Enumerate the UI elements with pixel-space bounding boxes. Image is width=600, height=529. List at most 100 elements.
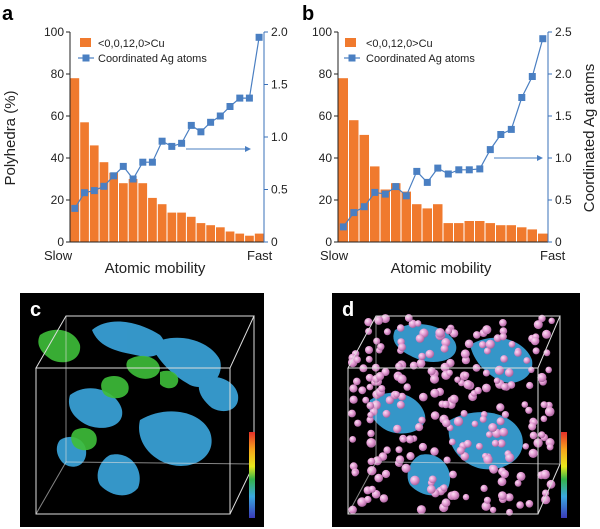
ag-atom-sphere [395, 455, 405, 464]
ag-atom-sphere [546, 443, 554, 451]
line-marker [360, 203, 368, 211]
ag-atom-sphere [378, 385, 386, 393]
ag-atom-sphere [499, 327, 508, 335]
y-right-tick-label: 2.5 [555, 25, 572, 39]
ag-atom-sphere [538, 431, 546, 439]
ag-atom-sphere [496, 417, 505, 426]
y-axis-right-title: Coordinated Ag atoms [581, 64, 598, 212]
ag-atom-sphere [445, 327, 452, 335]
y-tick-label: 0 [57, 235, 64, 249]
ag-atom-sphere [395, 362, 403, 371]
bar [422, 208, 432, 242]
ag-atom-sphere [358, 386, 367, 395]
y-tick-label: 100 [312, 25, 332, 39]
line-marker [197, 128, 205, 136]
line-marker [518, 94, 526, 101]
x-start-label: Slow [320, 248, 349, 263]
ag-atom-sphere [426, 485, 436, 494]
legend-line-label: Coordinated Ag atoms [366, 53, 475, 65]
ag-atom-sphere [351, 470, 359, 477]
ag-atom-sphere [548, 317, 555, 324]
ag-atom-sphere [443, 456, 451, 464]
panel-letter-a: a [2, 3, 14, 25]
ag-atom-sphere [382, 409, 391, 418]
line-marker [158, 137, 166, 145]
ag-atom-sphere [460, 349, 470, 359]
y-tick-label: 20 [51, 193, 65, 207]
ag-atom-sphere [449, 329, 459, 338]
y-axis-title: Polyhedra (%) [2, 90, 19, 185]
ag-atom-sphere [383, 328, 391, 336]
ag-atom-sphere [441, 338, 451, 347]
bar [109, 172, 118, 242]
y-tick-label: 80 [319, 67, 333, 81]
panel-letter-c: c [30, 299, 41, 321]
y-right-tick-label: 0.5 [555, 193, 572, 207]
ag-atom-sphere [383, 446, 391, 454]
ag-atom-sphere [475, 442, 483, 450]
legend-bar-label: <0,0,12,0>Cu [366, 38, 433, 50]
ag-atom-sphere [463, 380, 473, 390]
bar [70, 78, 80, 242]
ag-atom-sphere [454, 376, 461, 383]
bar [235, 233, 245, 242]
line-marker [444, 170, 452, 178]
ag-atom-sphere [441, 498, 451, 508]
ag-atom-sphere [366, 401, 375, 410]
ag-atom-sphere [401, 463, 411, 473]
ag-atom-sphere [366, 438, 377, 448]
ag-atom-sphere [505, 493, 514, 502]
ag-atom-sphere [507, 381, 516, 389]
ag-atom-sphere [427, 367, 436, 376]
ag-atom-sphere [522, 443, 529, 450]
bar [245, 235, 254, 242]
y-right-tick-label: 0 [271, 235, 278, 249]
y-tick-label: 40 [319, 151, 333, 165]
ag-atom-sphere [491, 439, 499, 447]
ag-atom-sphere [494, 365, 505, 375]
ag-atom-sphere [428, 475, 437, 484]
line-marker [434, 164, 442, 172]
ag-atom-sphere [499, 319, 507, 327]
bar [464, 221, 474, 242]
ag-atom-sphere [405, 435, 415, 444]
line-marker [476, 165, 484, 173]
ag-atom-sphere [498, 491, 507, 500]
line-marker [100, 182, 108, 190]
ag-atom-sphere [418, 352, 426, 361]
ag-atom-sphere [473, 331, 481, 339]
line-marker [539, 35, 547, 43]
ag-atom-sphere [354, 419, 362, 427]
ag-atom-sphere [406, 452, 415, 461]
ag-atom-sphere [501, 411, 509, 419]
ag-atom-sphere [486, 431, 493, 438]
line-marker [402, 192, 410, 200]
ag-atom-sphere [508, 340, 516, 348]
ag-atom-sphere [362, 396, 370, 404]
ag-atom-sphere [450, 490, 460, 500]
ag-atom-sphere [532, 347, 540, 355]
ag-atom-sphere [399, 436, 407, 443]
y-tick-label: 60 [51, 109, 65, 123]
ag-atom-sphere [514, 479, 522, 487]
bar [177, 212, 186, 242]
ag-atom-sphere [542, 489, 550, 497]
ag-atom-sphere [540, 469, 550, 480]
ag-atom-sphere [365, 355, 373, 363]
ag-atom-sphere [462, 371, 470, 379]
ag-atom-sphere [364, 318, 373, 327]
bar [338, 78, 348, 242]
line-marker [507, 125, 515, 133]
line-marker [486, 146, 494, 154]
ag-atom-sphere [540, 415, 548, 423]
ag-atom-sphere [349, 462, 358, 471]
ag-atom-sphere [460, 410, 468, 417]
ag-atom-sphere [395, 446, 403, 454]
chart-panel-a: a 0 20 40 60 80 100 0 0.5 1.0 1.5 2.0 <0,0,12,0>C… [2, 3, 288, 277]
ag-atom-sphere [368, 457, 376, 465]
ag-atom-sphere [375, 372, 385, 381]
bar [128, 179, 138, 242]
line-marker [90, 187, 98, 195]
ag-atom-sphere [385, 396, 394, 405]
ag-atom-sphere [528, 422, 537, 431]
